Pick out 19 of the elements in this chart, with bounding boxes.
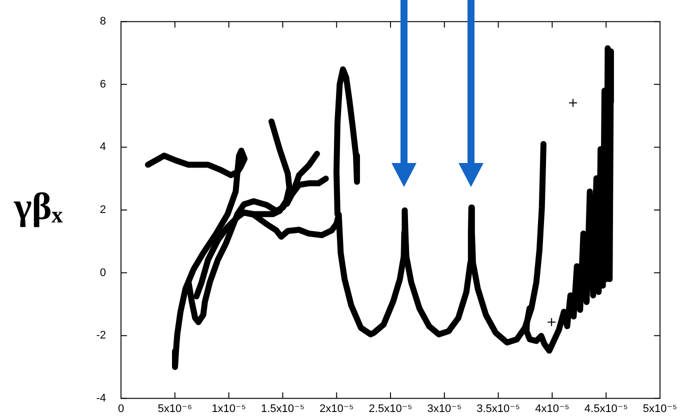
x-tick-label: 3.5x10⁻⁵ <box>476 403 520 416</box>
x-tick-label: 2x10⁻⁵ <box>319 403 354 416</box>
x-tick-label: 5x10⁻⁵ <box>642 403 678 416</box>
y-tick-label: 8 <box>100 16 106 28</box>
x-tick-label: 1x10⁻⁵ <box>212 403 246 416</box>
x-tick-label: 4x10⁻⁵ <box>535 403 570 416</box>
x-tick-label: 2.5x10⁻⁵ <box>368 403 412 416</box>
y-tick-label: -4 <box>96 392 106 404</box>
x-tick-label: 1.5x10⁻⁵ <box>260 403 304 416</box>
y-tick-label: 4 <box>100 141 106 154</box>
y-tick-label: 6 <box>100 78 106 90</box>
x-tick-label: 0 <box>118 403 124 416</box>
x-tick-label: 3x10⁻⁵ <box>427 403 462 416</box>
y-axis-title: γβₓ <box>14 185 63 230</box>
x-tick-label: 5x10⁻⁶ <box>158 403 192 416</box>
y-tick-label: -2 <box>96 330 106 342</box>
y-tick-label: 2 <box>100 204 106 216</box>
x-tick-label: 4.5x10⁻⁵ <box>584 403 628 416</box>
y-tick-label: 0 <box>100 266 106 279</box>
